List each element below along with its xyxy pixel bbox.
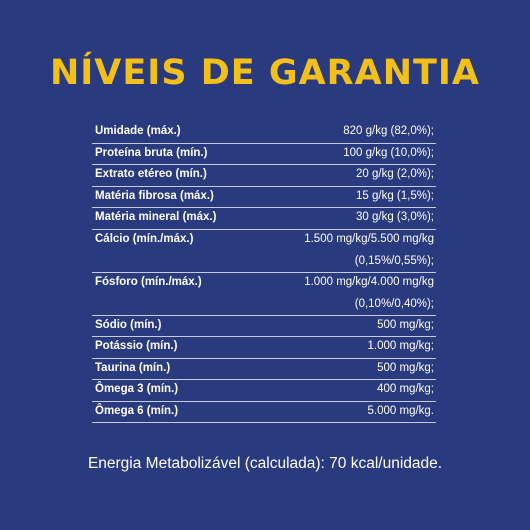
nutrition-table: Umidade (máx.) 820 g/kg (82,0%); Proteín… <box>92 122 436 423</box>
row-value: 820 g/kg (82,0%); <box>343 125 434 137</box>
table-row: Cálcio (mín./máx.) 1.500 mg/kg/5.500 mg/… <box>92 230 436 273</box>
row-value: 100 g/kg (10,0%); <box>343 146 434 159</box>
table-row: Umidade (máx.) 820 g/kg (82,0%); <box>92 122 436 144</box>
row-value: 30 g/kg (3,0%); <box>356 211 434 223</box>
table-row: Ômega 6 (mín.) 5.000 mg/kg. <box>92 402 436 423</box>
row-value: 1.000 mg/kg; <box>367 340 434 352</box>
row-value: 20 g/kg (2,0%); <box>356 168 434 180</box>
table-row: Potássio (mín.) 1.000 mg/kg; <box>92 337 436 359</box>
row-value: 400 mg/kg; <box>377 383 434 395</box>
row-value: 500 mg/kg; <box>377 361 434 374</box>
row-value: 5.000 mg/kg. <box>367 404 434 417</box>
row-label: Ômega 3 (mín.) <box>95 383 179 395</box>
table-row: Proteína bruta (mín.) 100 g/kg (10,0%); <box>92 144 436 165</box>
row-label: Cálcio (mín./máx.) <box>95 232 194 245</box>
row-label: Ômega 6 (mín.) <box>95 404 179 417</box>
row-label: Matéria fibrosa (máx.) <box>95 189 214 202</box>
row-label: Taurina (mín.) <box>95 361 171 374</box>
table-row: Sódio (mín.) 500 mg/kg; <box>92 316 436 337</box>
row-label: Sódio (mín.) <box>95 318 162 331</box>
table-row: Ômega 3 (mín.) 400 mg/kg; <box>92 380 436 402</box>
row-label: Matéria mineral (máx.) <box>95 211 217 223</box>
table-row: Extrato etéreo (mín.) 20 g/kg (2,0%); <box>92 165 436 187</box>
row-label: Potássio (mín.) <box>95 340 178 352</box>
row-value-percent: (0,15%/0,55%); <box>354 254 434 267</box>
table-row: Matéria fibrosa (máx.) 15 g/kg (1,5%); <box>92 187 436 208</box>
table-row: Matéria mineral (máx.) 30 g/kg (3,0%); <box>92 208 436 230</box>
table-row: Taurina (mín.) 500 mg/kg; <box>92 359 436 380</box>
row-value: 1.000 mg/kg/4.000 mg/kg <box>304 275 434 288</box>
row-label: Umidade (máx.) <box>95 125 181 137</box>
row-value: 1.500 mg/kg/5.500 mg/kg <box>304 232 434 245</box>
row-label: Fósforo (mín./máx.) <box>95 275 202 288</box>
page-title: NÍVEIS DE GARANTIA <box>49 53 480 93</box>
row-value: 500 mg/kg; <box>377 318 434 331</box>
row-value-percent: (0,10%/0,40%); <box>354 297 434 310</box>
table-row: Fósforo (mín./máx.) 1.000 mg/kg/4.000 mg… <box>92 273 436 316</box>
row-label: Proteína bruta (mín.) <box>95 146 208 159</box>
row-label: Extrato etéreo (mín.) <box>95 168 207 180</box>
row-value: 15 g/kg (1,5%); <box>356 189 434 202</box>
energy-footnote: Energia Metabolizável (calculada): 70 kc… <box>87 455 443 472</box>
